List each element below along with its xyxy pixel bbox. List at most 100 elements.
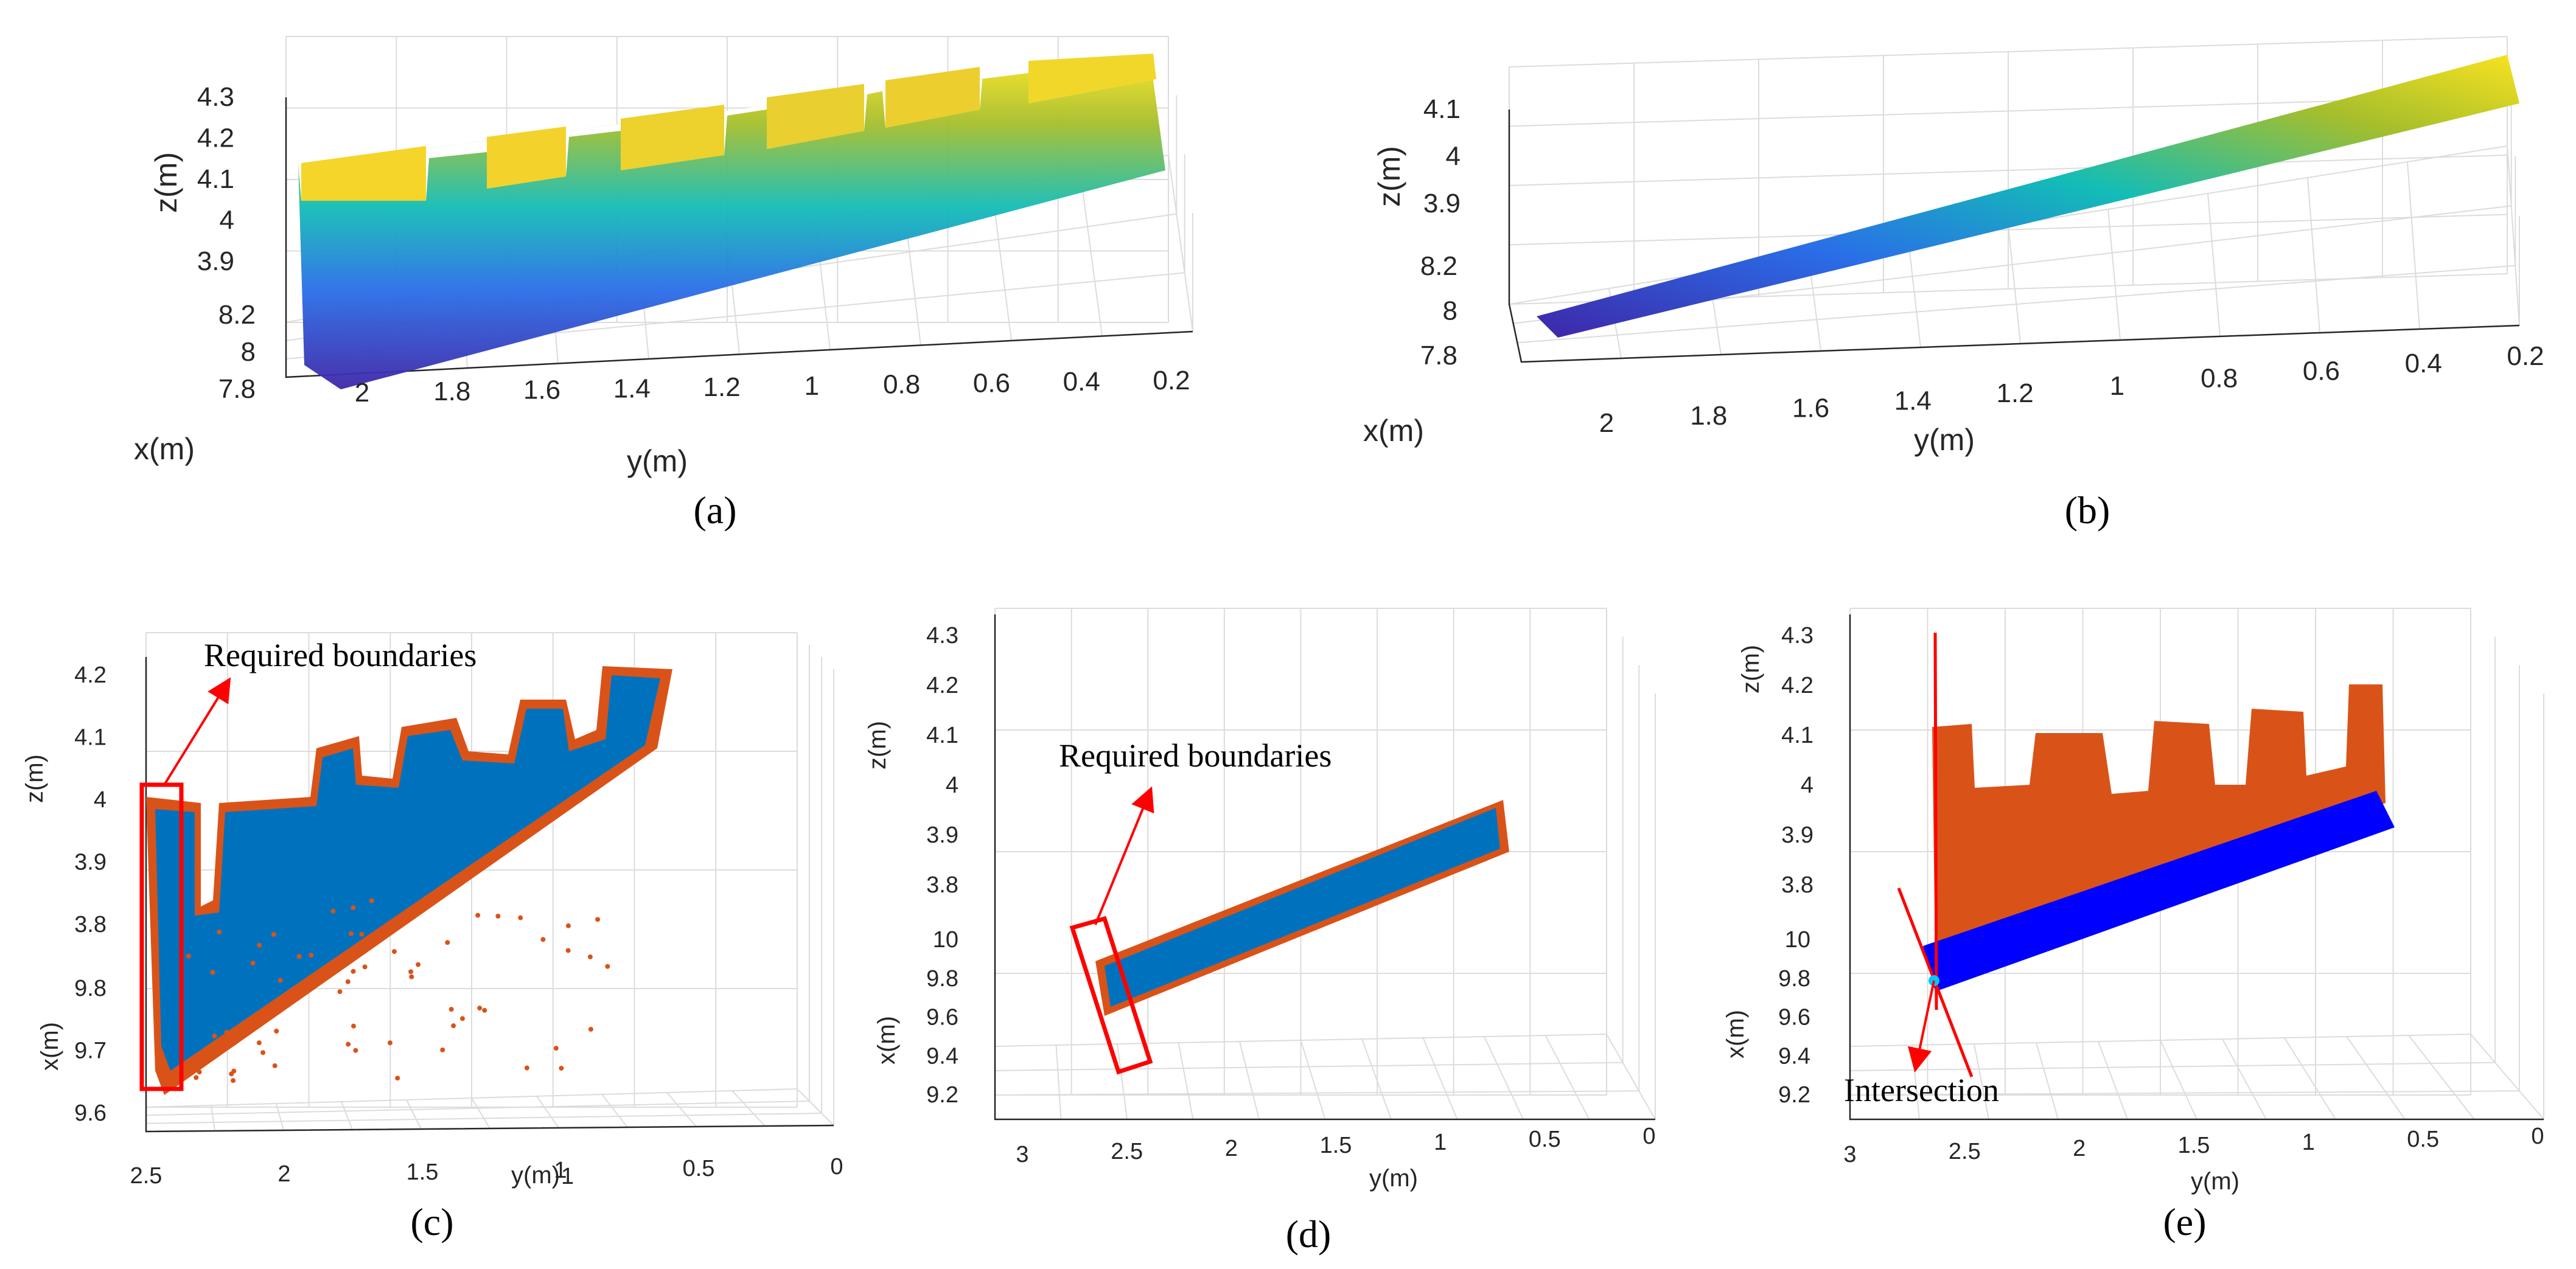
chart2-boundary-point bbox=[477, 1006, 483, 1011]
chart4-grid-line bbox=[2160, 1040, 2197, 1120]
chart4-y_ticks-tick-label: 3 bbox=[1843, 1142, 1856, 1167]
chart3-x-axis-label: x(m) bbox=[873, 1016, 900, 1065]
chart2-boundary-point bbox=[231, 1078, 236, 1083]
chart2-boundary-point bbox=[565, 923, 571, 928]
chart4-grid-line bbox=[2036, 1042, 2059, 1120]
chart2-y_ticks-tick-label: 1 bbox=[554, 1158, 567, 1183]
chart2-y-axis-label: y(m) bbox=[511, 1162, 560, 1189]
chart2-grid-line bbox=[666, 1092, 697, 1127]
chart0-grid-line bbox=[1080, 172, 1103, 336]
chart2-required-boundary-box bbox=[139, 782, 184, 1091]
chart2-boundary-point bbox=[212, 1033, 217, 1038]
chart3-y-axis-label: y(m) bbox=[1369, 1165, 1418, 1192]
chart2-boundary-point bbox=[408, 969, 414, 975]
chart2-boundary-point bbox=[540, 937, 546, 942]
chart1-axis-line bbox=[1508, 110, 2520, 363]
chart4-grid-line bbox=[1849, 1034, 2471, 1047]
chart4-y-axis-label: y(m) bbox=[2191, 1168, 2239, 1195]
chart0-grid-line bbox=[1168, 155, 1193, 332]
chart2-boundary-point bbox=[416, 962, 421, 967]
chart1-z_ticks-tick-label: 4 bbox=[1446, 142, 1461, 172]
chart0-y_ticks-tick-label: 0.2 bbox=[1153, 366, 1190, 395]
chart2-z_ticks-tick-label: 3.9 bbox=[74, 850, 106, 875]
chart3-z_ticks-tick-label: 3.9 bbox=[926, 822, 958, 848]
chart0-wall-segment bbox=[487, 127, 566, 189]
chart1-y_ticks-tick-label: 1.8 bbox=[1690, 401, 1727, 431]
chart2-boundary-point bbox=[296, 954, 302, 959]
chart1-grid-line bbox=[2407, 161, 2420, 330]
chart2-boundary-point bbox=[451, 1023, 456, 1029]
chart2-grid-line bbox=[145, 1113, 822, 1124]
chart0-axis-line bbox=[285, 97, 1193, 378]
chart4-grid-line bbox=[1849, 1090, 2520, 1096]
chart4-z-axis-label: z(m) bbox=[1737, 645, 1764, 694]
chart2-z_ticks-tick-label: 4 bbox=[94, 787, 106, 813]
chart2-z_ticks-tick-label: 4.1 bbox=[74, 725, 106, 751]
chart0-wall-segment bbox=[301, 146, 426, 201]
chart1-y_ticks-tick-label: 1.2 bbox=[1997, 378, 2034, 408]
chart3-y_ticks-tick-label: 2 bbox=[1225, 1136, 1238, 1161]
chart4-y_ticks-tick-label: 2 bbox=[2073, 1136, 2086, 1161]
chart2-boundary-point bbox=[250, 961, 256, 966]
chart1-y_ticks-tick-label: 0.4 bbox=[2405, 349, 2442, 378]
chart4-wall-points bbox=[1932, 684, 2386, 955]
chart2-boundary-point bbox=[277, 978, 283, 983]
chart4-axis-line bbox=[1849, 614, 2544, 1121]
chart4-annotation-arrow bbox=[1907, 980, 1935, 1073]
chart1-y_ticks-tick-label: 0.6 bbox=[2303, 356, 2340, 386]
chart2-boundary-point bbox=[217, 930, 222, 935]
chart2-boundary-point bbox=[605, 964, 610, 969]
chart4-grid-line bbox=[2470, 1034, 2544, 1120]
chart2-grid-line bbox=[731, 1090, 766, 1127]
chart2-grid-line bbox=[536, 1096, 559, 1128]
chart2-annotation-arrow bbox=[163, 677, 231, 786]
chart1-x_ticks-tick-label: 8 bbox=[1443, 296, 1457, 326]
chart2-boundary-point bbox=[475, 913, 481, 918]
chart2-boundary-point bbox=[192, 1057, 198, 1063]
chart3-y_ticks-tick-label: 0.5 bbox=[1529, 1127, 1561, 1152]
chart3-required-boundary-box bbox=[1069, 916, 1153, 1075]
chart3-x_ticks-tick-label: 9.2 bbox=[926, 1082, 958, 1108]
chart3-grid-line bbox=[1545, 1035, 1590, 1120]
chart3-axis-line bbox=[994, 614, 1655, 1121]
chart2-boundary-point bbox=[369, 898, 374, 903]
chart4-x_ticks-tick-label: 10 bbox=[1785, 927, 1810, 953]
chart0-wall-segment bbox=[1028, 54, 1156, 103]
chart3-z_ticks-tick-label: 4 bbox=[946, 773, 958, 798]
chart3-x_ticks-tick-label: 9.8 bbox=[926, 966, 958, 992]
chart0-z_ticks-tick-label: 4 bbox=[220, 206, 234, 235]
chart1-x_ticks-tick-label: 7.8 bbox=[1420, 341, 1457, 370]
chart4-z_ticks-tick-label: 4 bbox=[1801, 773, 1813, 798]
chart2-boundary-point bbox=[348, 931, 354, 936]
chart3-annotation-label: Required boundaries bbox=[1059, 737, 1332, 774]
chart4-grid-line bbox=[1849, 1062, 2496, 1071]
chart0-x_ticks-tick-label: 8.2 bbox=[218, 300, 256, 330]
chart3-z_ticks-tick-label: 4.2 bbox=[926, 673, 958, 698]
chart4-annotation-label: Intersection bbox=[1844, 1072, 1999, 1108]
chart3-grid-line bbox=[1300, 1040, 1326, 1120]
chart2-grid-line bbox=[601, 1094, 628, 1128]
chart4-grid-line bbox=[1974, 1043, 1989, 1120]
chart3-grid-line bbox=[994, 1034, 1607, 1047]
chart-panel-c: Required boundaries 4.2 4.1 4 3.9 3.8 9.8 9.7 9.… bbox=[21, 632, 843, 1243]
chart4-y_ticks-tick-label: 0 bbox=[2531, 1124, 2544, 1149]
chart0-y_ticks-tick-label: 1.8 bbox=[433, 377, 470, 406]
chart-panel-e: Intersection4.34.24.143.93.8109.89.69.49… bbox=[1722, 608, 2544, 1243]
chart2-boundary-point bbox=[524, 1065, 529, 1071]
chart2-boundary-point bbox=[387, 1040, 393, 1046]
chart2-boundary-point bbox=[346, 1041, 351, 1047]
chart4-grid-line bbox=[2408, 1035, 2475, 1120]
chart2-boundary-point bbox=[449, 1007, 454, 1012]
chart0-z_ticks-tick-label: 4.3 bbox=[197, 82, 234, 112]
chart2-x-axis-label: x(m) bbox=[37, 1022, 63, 1071]
chart0-wall-segment bbox=[621, 105, 724, 170]
chart3-y_ticks-tick-label: 2.5 bbox=[1111, 1139, 1143, 1164]
chart1-z_ticks-tick-label: 4.1 bbox=[1423, 94, 1461, 124]
chart3-grid-line bbox=[1239, 1041, 1260, 1120]
chart0-y_ticks-tick-label: 0.6 bbox=[973, 368, 1010, 398]
chart2-boundary-point bbox=[186, 953, 191, 959]
chart3-grid-line bbox=[1361, 1038, 1392, 1120]
chart1-y_ticks-tick-label: 1.4 bbox=[1894, 386, 1932, 415]
chart4-y_ticks-tick-label: 2.5 bbox=[1949, 1139, 1981, 1164]
